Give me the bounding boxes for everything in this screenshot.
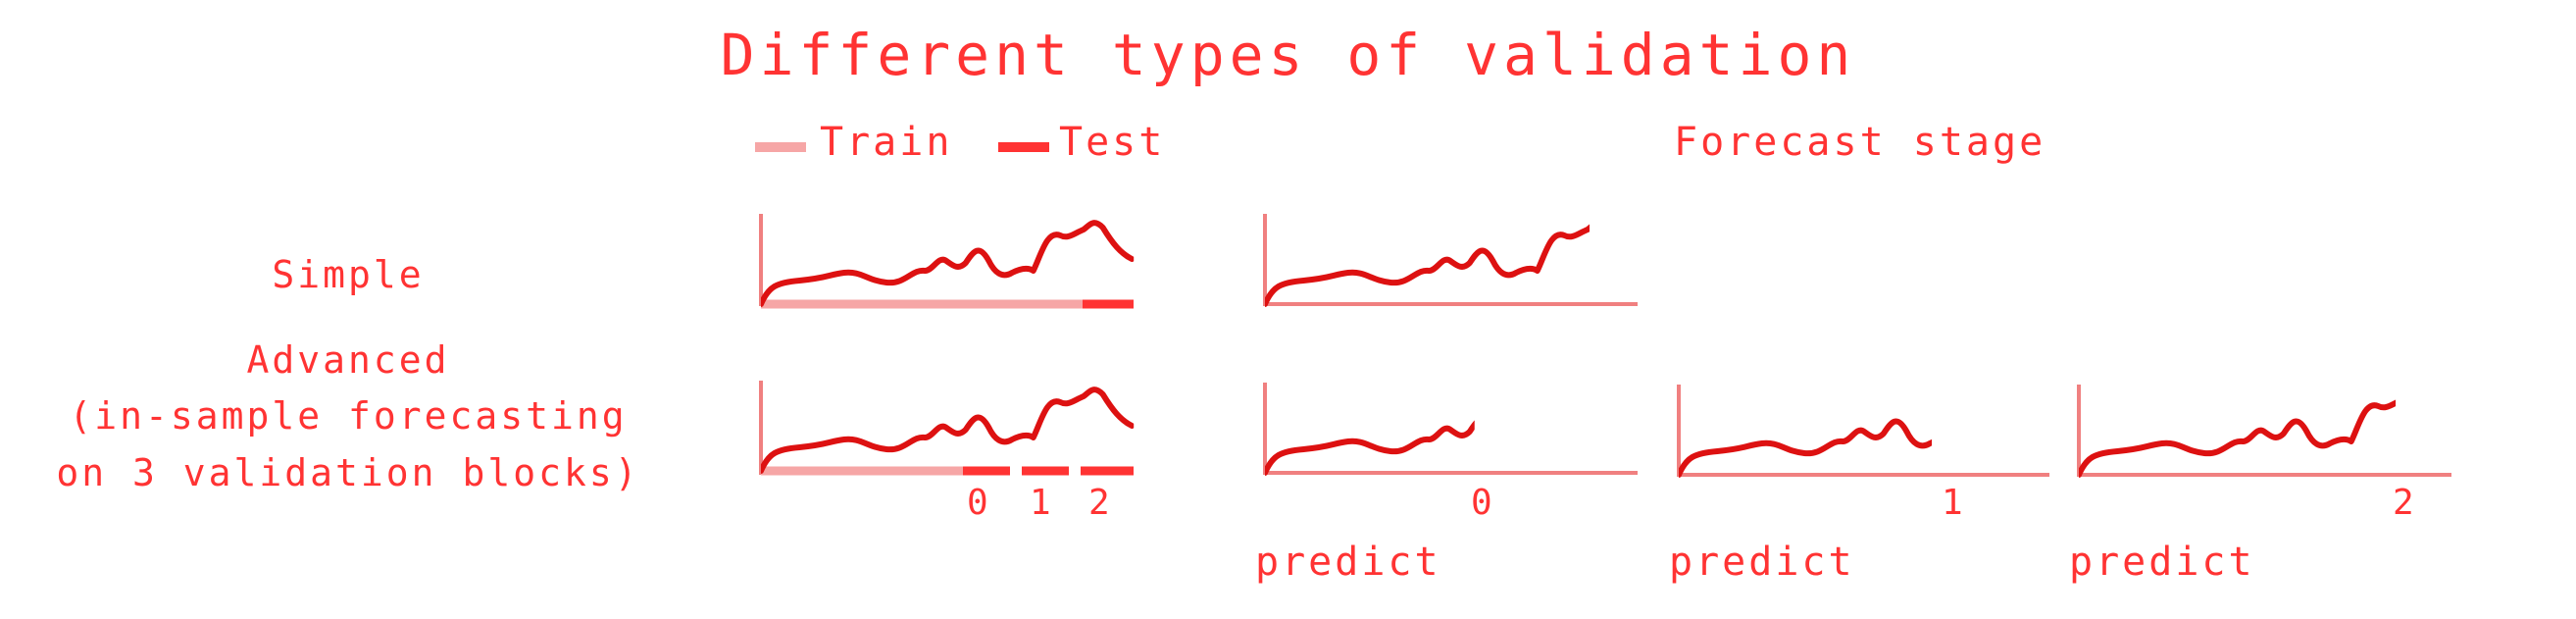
advanced-row-label-line3: on 3 validation blocks) [56, 451, 640, 494]
forecast-2-series [2079, 393, 2450, 475]
block-label-2: 2 [1088, 483, 1110, 523]
simple-forecast-series [1265, 223, 1636, 304]
legend-train-label: Train [820, 120, 953, 165]
simple-forecast-plot [1263, 214, 1638, 306]
forecast-number-2: 2 [2393, 483, 2414, 523]
forecast-1-series [1679, 393, 2049, 475]
predict-label-2: predict [2069, 540, 2255, 585]
diagram-title: Different types of validation [720, 22, 1856, 88]
advanced-row-label-line2: (in-sample forecasting [69, 394, 628, 438]
legend-train-swatch [755, 142, 806, 152]
forecast-stage-label: Forecast stage [1674, 120, 2046, 165]
simple-validation-plot [759, 214, 1134, 309]
advanced-row-label-line1: Advanced [246, 338, 450, 382]
forecast-number-0: 0 [1471, 483, 1492, 523]
advanced-series-line [761, 389, 1132, 471]
advanced-validation-plot [759, 381, 1134, 476]
forecast-plot-0 [1263, 383, 1638, 475]
block-label-1: 1 [1030, 483, 1051, 523]
simple-row-label: Simple [272, 253, 425, 296]
forecast-0-series [1265, 391, 1636, 473]
forecast-number-1: 1 [1942, 483, 1963, 523]
forecast-plot-1 [1677, 385, 2049, 477]
legend-test-label: Test [1059, 120, 1166, 165]
predict-label-0: predict [1255, 540, 1441, 585]
block-label-0: 0 [967, 483, 988, 523]
legend-test-swatch [998, 142, 1049, 152]
predict-label-1: predict [1669, 540, 1855, 585]
forecast-plot-2 [2077, 385, 2451, 477]
simple-series-line [761, 223, 1132, 304]
